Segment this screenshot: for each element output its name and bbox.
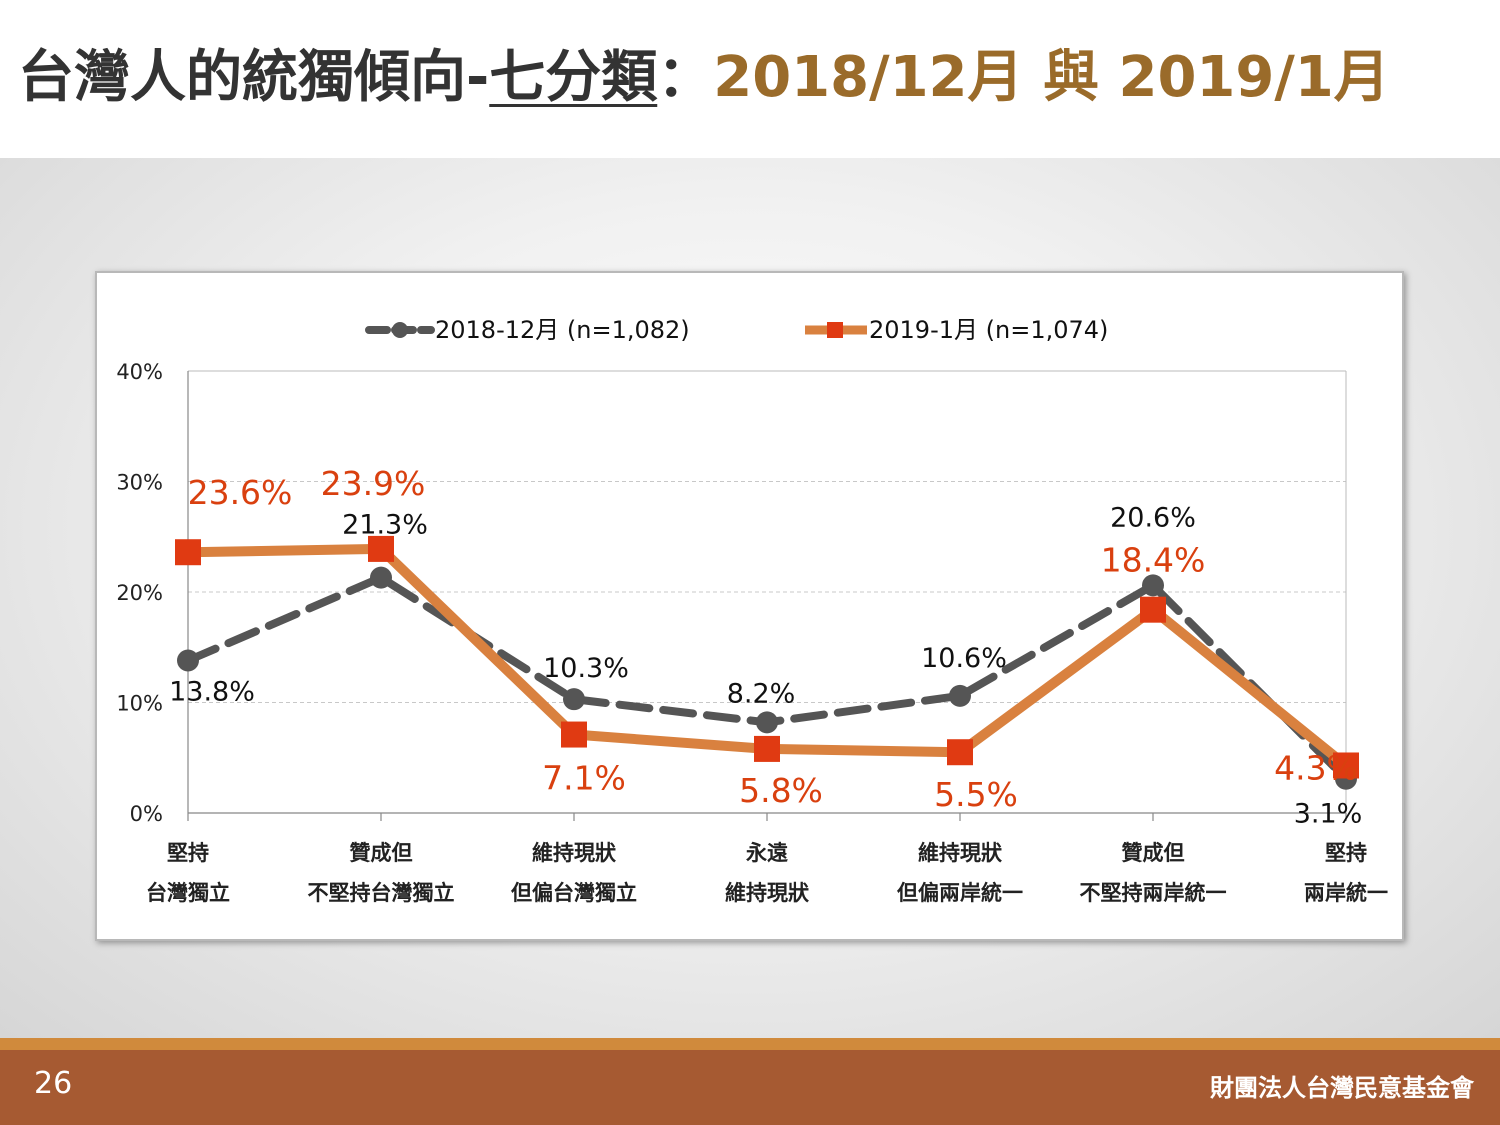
y-tick-label: 40% (116, 360, 163, 384)
x-tick-label: 維持現狀 (532, 841, 617, 865)
line-chart: 0%10%20%30%40%堅持台灣獨立贊成但不堅持台灣獨立維持現狀但偏台灣獨立… (116, 316, 1388, 905)
data-point-2019-1 (1333, 752, 1359, 779)
x-tick-label: 維持現狀 (725, 881, 810, 905)
title-prefix: 台灣人的統獨傾向- (18, 45, 490, 110)
data-label-2019-1: 5.5% (934, 775, 1018, 814)
x-tick-label: 兩岸統一 (1304, 881, 1388, 905)
x-tick-label: 不堅持台灣獨立 (308, 881, 455, 905)
data-point-2019-1 (754, 735, 780, 762)
data-point-2018-12 (177, 649, 199, 672)
title-colon: ： (657, 45, 714, 110)
x-tick-label: 但偏台灣獨立 (511, 881, 637, 905)
footer-bar (0, 1050, 1500, 1125)
organization-name: 財團法人台灣民意基金會 (1210, 1074, 1474, 1102)
data-point-2019-1 (561, 721, 587, 748)
data-point-2018-12 (949, 684, 971, 707)
data-label-2019-1: 18.4% (1101, 541, 1206, 580)
legend-marker-2019-1 (827, 322, 843, 338)
data-label-2018-12: 8.2% (727, 678, 796, 709)
data-label-2018-12: 13.8% (169, 677, 255, 708)
data-label-2018-12: 10.6% (921, 643, 1007, 674)
legend-label-2018-12: 2018-12月 (n=1,082) (435, 316, 690, 344)
data-point-2019-1 (368, 535, 394, 562)
chart-frame: 0% 10% 20% 30% 40% 堅持 台灣獨立 贊成但 不堅持台灣獨立 維持現狀 但偏台灣獨立… (95, 271, 1404, 941)
page-number: 26 (34, 1066, 73, 1101)
x-tick-label: 贊成但 (350, 841, 413, 865)
data-point-2018-12 (563, 688, 585, 711)
x-tick-label: 維持現狀 (918, 841, 1003, 865)
title-bar: 台灣人的統獨傾向-七分類：2018/12月 與 2019/1月 (0, 0, 1500, 158)
legend-label-2019-1: 2019-1月 (n=1,074) (869, 316, 1108, 344)
y-tick-label: 30% (116, 471, 163, 495)
x-tick-label: 不堅持兩岸統一 (1080, 881, 1227, 905)
data-label-2018-12: 21.3% (342, 510, 428, 541)
data-label-2019-1: 7.1% (542, 759, 626, 798)
title-dates: 2018/12月 與 2019/1月 (713, 45, 1390, 110)
title-underlined: 七分類 (489, 45, 658, 110)
x-tick-label: 但偏兩岸統一 (897, 881, 1023, 905)
data-label-2019-1: 4.3% (1274, 748, 1358, 787)
data-point-2019-1 (947, 739, 973, 766)
data-point-2018-12 (1142, 574, 1164, 597)
x-tick-label: 堅持 (167, 841, 209, 865)
data-point-2019-1 (175, 539, 201, 566)
y-tick-label: 20% (116, 581, 163, 605)
x-tick-label: 永遠 (745, 841, 788, 865)
data-label-2018-12: 3.1% (1294, 799, 1363, 830)
page-title: 台灣人的統獨傾向-七分類：2018/12月 與 2019/1月 (18, 38, 1390, 118)
y-tick-label: 0% (130, 802, 163, 826)
x-tick-label: 贊成但 (1122, 841, 1185, 865)
legend-marker-2018-12 (392, 322, 408, 338)
data-label-2019-1: 23.9% (321, 464, 426, 503)
data-point-2018-12 (756, 711, 778, 734)
data-label-2019-1: 23.6% (188, 473, 293, 512)
footer-accent-line (0, 1038, 1500, 1050)
x-tick-label: 台灣獨立 (146, 881, 230, 905)
x-tick-label: 堅持 (1325, 841, 1367, 865)
data-label-2018-12: 10.3% (543, 653, 629, 684)
data-point-2018-12 (370, 566, 392, 589)
data-point-2019-1 (1140, 596, 1166, 623)
y-tick-label: 10% (116, 692, 163, 716)
data-label-2018-12: 20.6% (1110, 502, 1196, 533)
data-label-2019-1: 5.8% (739, 771, 823, 810)
